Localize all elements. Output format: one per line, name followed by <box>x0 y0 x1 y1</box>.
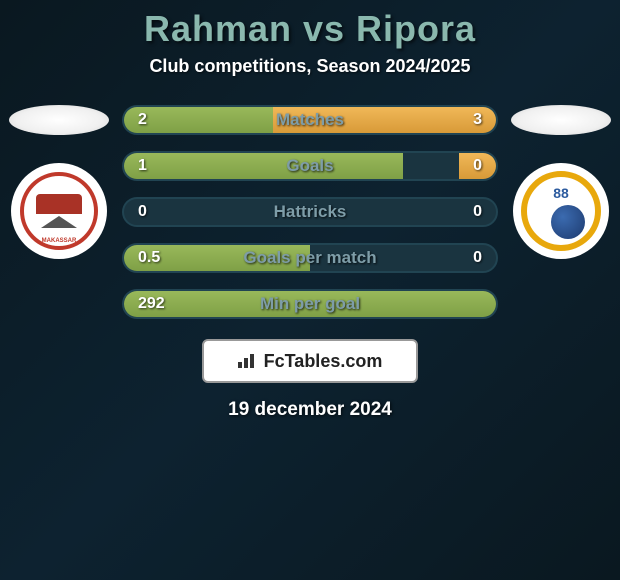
right-side: 88 <box>506 105 616 259</box>
stat-value-right: 0 <box>473 203 482 221</box>
stat-row: 292Min per goal <box>122 289 498 319</box>
brand-text: FcTables.com <box>264 351 383 372</box>
main-row: MAKASSAR 23Matches10Goals00Hattricks0.50… <box>0 105 620 335</box>
bar-fill-right <box>273 107 496 133</box>
page-title: Rahman vs Ripora <box>0 8 620 50</box>
badge-boat-icon <box>41 216 77 228</box>
team-badge-right: 88 <box>513 163 609 259</box>
player-avatar-left <box>9 105 109 135</box>
stat-value-left: 2 <box>138 111 147 129</box>
stat-value-left: 0.5 <box>138 249 160 267</box>
bar-fill-left <box>124 153 403 179</box>
stat-value-left: 1 <box>138 157 147 175</box>
bar-fill-left <box>124 291 496 317</box>
brand-box[interactable]: FcTables.com <box>202 339 418 383</box>
stat-label: Hattricks <box>124 202 496 222</box>
infographic-root: Rahman vs Ripora Club competitions, Seas… <box>0 0 620 421</box>
soccer-ball-icon <box>551 205 585 239</box>
stat-value-right: 0 <box>473 157 482 175</box>
badge-left-text: MAKASSAR <box>42 238 77 244</box>
stat-row: 10Goals <box>122 151 498 181</box>
bar-chart-icon <box>238 354 258 368</box>
badge-right-number: 88 <box>553 185 569 201</box>
team-badge-left: MAKASSAR <box>11 163 107 259</box>
stat-value-left: 292 <box>138 295 165 313</box>
stat-value-right: 0 <box>473 249 482 267</box>
badge-brick-icon <box>36 194 82 214</box>
stat-row: 0 0Hattricks <box>122 197 498 227</box>
stat-row: 0.50Goals per match <box>122 243 498 273</box>
stat-value-right: 3 <box>473 111 482 129</box>
stats-bars: 23Matches10Goals00Hattricks0.50Goals per… <box>114 105 506 335</box>
subtitle: Club competitions, Season 2024/2025 <box>0 56 620 77</box>
left-side: MAKASSAR <box>4 105 114 259</box>
date-text: 19 december 2024 <box>0 399 620 421</box>
stat-value-left: 0 <box>138 203 147 221</box>
player-avatar-right <box>511 105 611 135</box>
stat-row: 23Matches <box>122 105 498 135</box>
